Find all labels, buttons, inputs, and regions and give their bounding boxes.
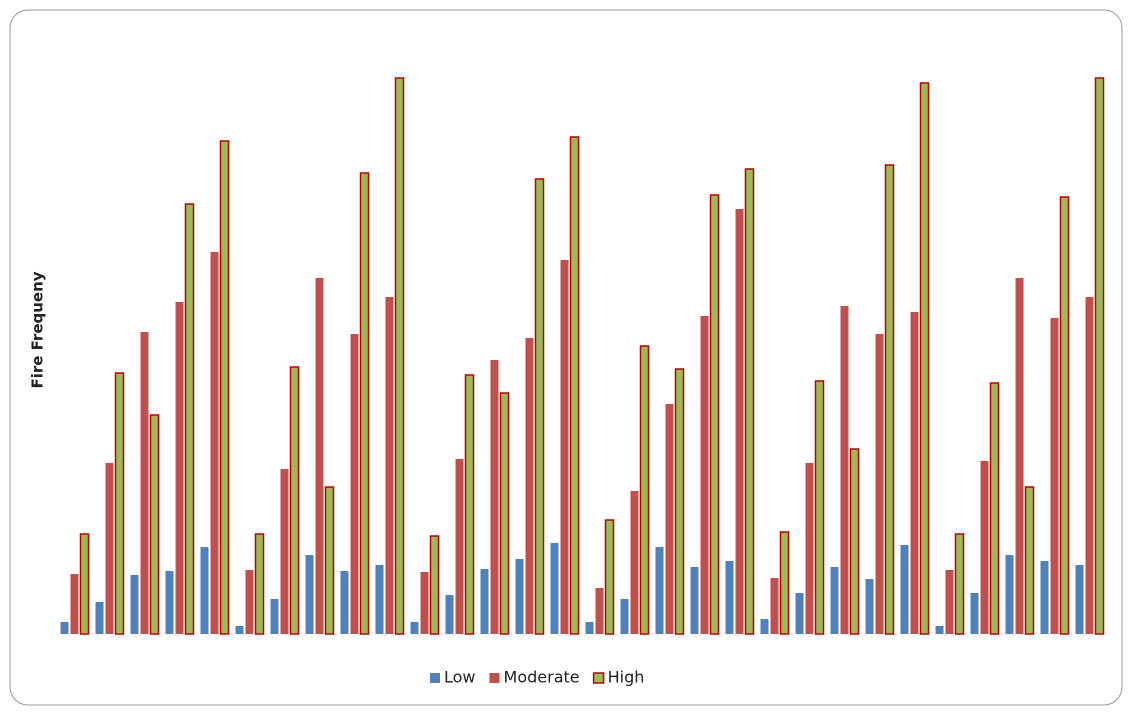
bar (560, 260, 569, 634)
bar (525, 338, 534, 634)
bar (410, 622, 419, 634)
bar (305, 555, 314, 634)
bar (875, 334, 884, 634)
y-axis-label: Fire Frequeny (29, 271, 47, 388)
bar (445, 595, 454, 634)
bar (709, 194, 720, 635)
bar (639, 345, 650, 635)
bar (919, 82, 930, 635)
bar (70, 574, 79, 634)
bar (175, 302, 184, 634)
bar (989, 382, 1000, 635)
bar (690, 567, 699, 634)
bar (725, 561, 734, 634)
bar (130, 575, 139, 634)
bar (105, 463, 114, 634)
bar (655, 547, 664, 634)
bar (1040, 561, 1049, 634)
bar (910, 312, 919, 634)
bar (140, 332, 149, 634)
bar (270, 599, 279, 634)
legend-swatch (592, 672, 605, 684)
bar (1024, 486, 1035, 635)
bar (795, 593, 804, 634)
bar (350, 334, 359, 634)
bar (490, 360, 499, 634)
bar (805, 463, 814, 634)
bar (420, 572, 429, 634)
bar (79, 533, 90, 635)
bar (464, 374, 475, 635)
bar (289, 366, 300, 635)
bar (620, 599, 629, 634)
bar (900, 545, 909, 634)
bar (840, 306, 849, 634)
bar (324, 486, 335, 635)
bar (340, 571, 349, 634)
bar (700, 316, 709, 634)
bar (760, 619, 769, 634)
bar (674, 368, 685, 635)
legend-label: High (608, 668, 645, 687)
bar (455, 459, 464, 634)
bar (604, 519, 615, 635)
bar (219, 140, 230, 635)
bar (149, 414, 160, 635)
bar (935, 626, 944, 634)
legend-label: Low (444, 668, 476, 687)
bar (515, 559, 524, 634)
bar (1094, 77, 1105, 635)
bar (480, 569, 489, 634)
bar (779, 531, 790, 635)
bar (830, 567, 839, 634)
legend-swatch (430, 673, 440, 683)
bar (585, 622, 594, 634)
bar (665, 404, 674, 634)
bar (394, 77, 405, 635)
bar (60, 622, 69, 634)
bar (315, 278, 324, 634)
bar (114, 372, 125, 635)
legend-swatch (489, 673, 500, 683)
bar (980, 461, 989, 634)
bar (499, 392, 510, 635)
bar (630, 491, 639, 634)
bar (210, 252, 219, 634)
bar (550, 543, 559, 634)
bar (184, 203, 195, 635)
bar (280, 469, 289, 634)
bar (534, 178, 545, 635)
bar (569, 136, 580, 635)
bar (200, 547, 209, 634)
bar (865, 579, 874, 634)
bar (375, 565, 384, 634)
bar (385, 297, 394, 634)
bar (1005, 555, 1014, 634)
bar (429, 535, 440, 635)
bar (945, 570, 954, 634)
bar (1075, 565, 1084, 634)
bar (970, 593, 979, 634)
bar (359, 172, 370, 635)
bar (1015, 278, 1024, 634)
bar (1059, 196, 1070, 635)
bar (1050, 318, 1059, 634)
bar (814, 380, 825, 635)
bar (245, 570, 254, 634)
bar (849, 448, 860, 635)
bar (744, 168, 755, 635)
bar (254, 533, 265, 635)
bar (735, 209, 744, 634)
bar (165, 571, 174, 634)
bar (1085, 297, 1094, 634)
bar (595, 588, 604, 634)
legend-label: Moderate (504, 668, 580, 687)
bar (954, 533, 965, 635)
bar (884, 164, 895, 635)
bar (235, 626, 244, 634)
bar (770, 578, 779, 634)
bar (95, 602, 104, 634)
